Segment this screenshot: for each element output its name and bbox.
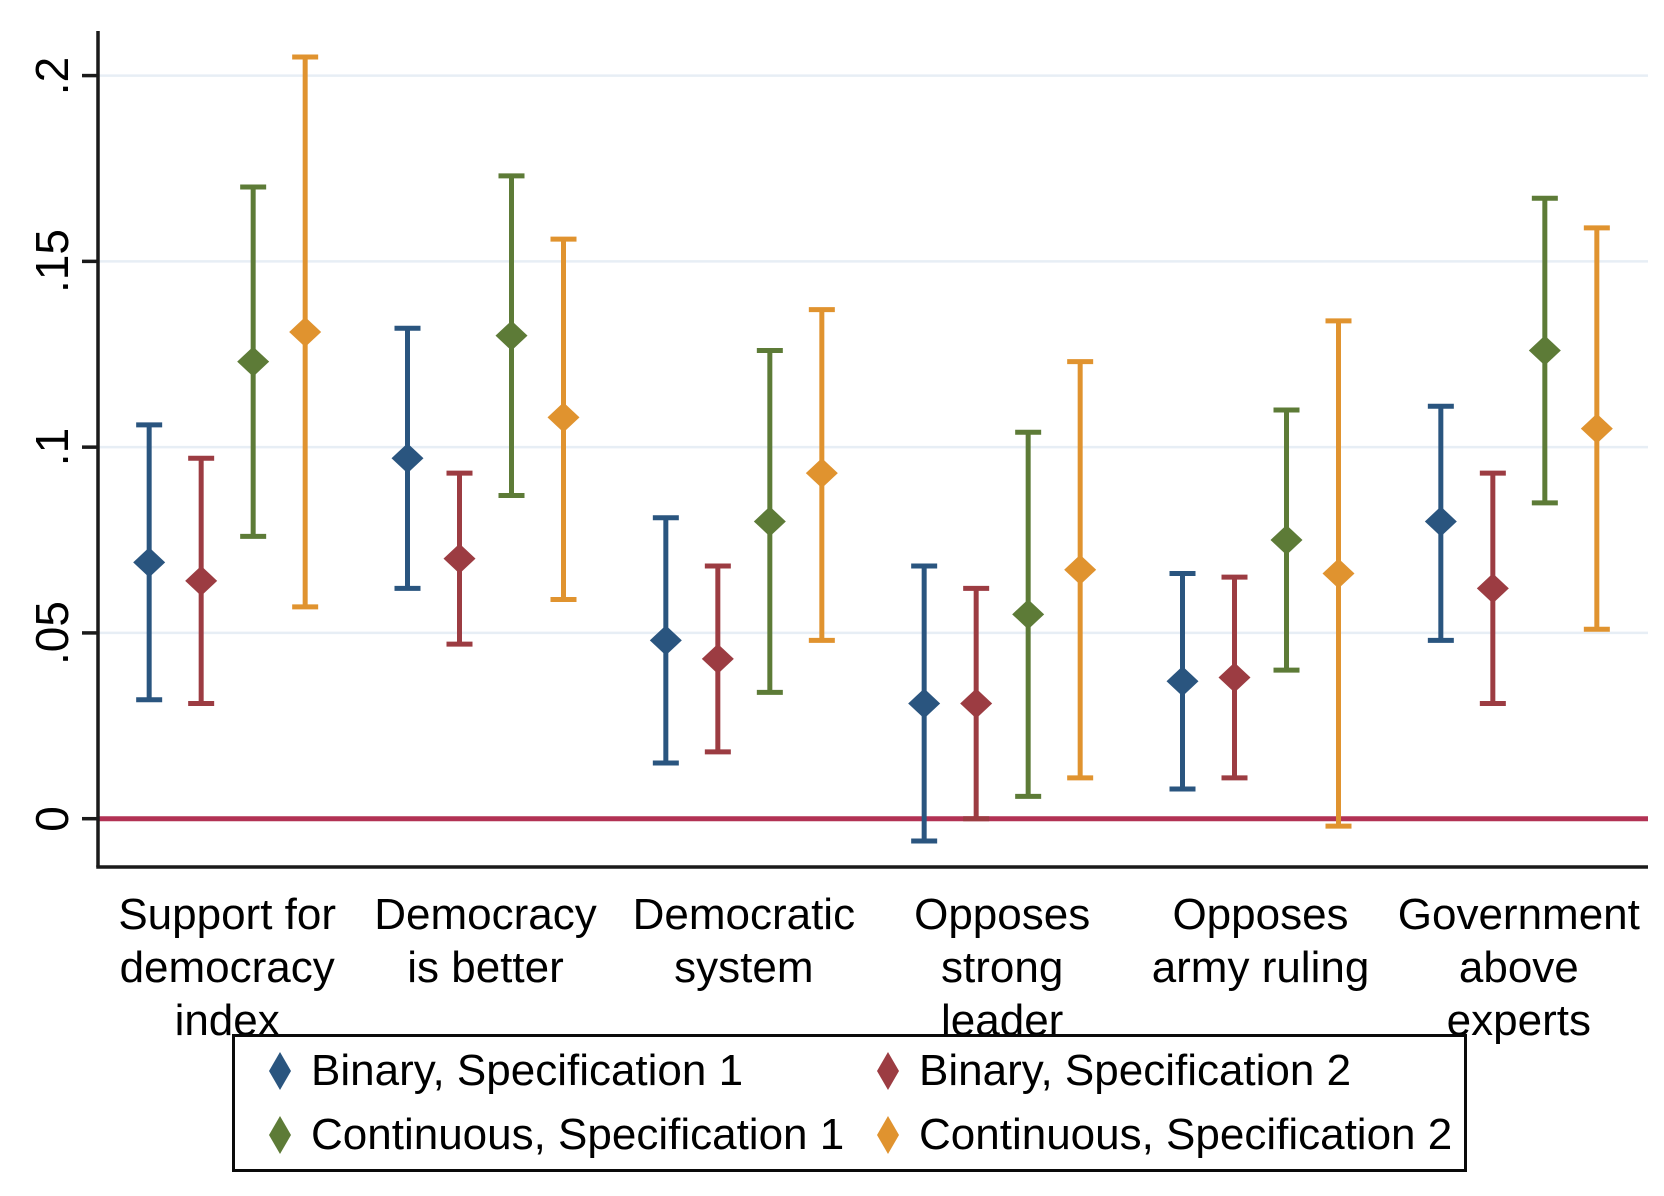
legend-label: Continuous, Specification 2 bbox=[919, 1110, 1453, 1159]
point-estimate-marker bbox=[495, 320, 528, 351]
legend-entry-continuous-spec-1: Continuous, Specification 1 bbox=[269, 1110, 877, 1160]
diamond-marker-icon bbox=[269, 1116, 291, 1154]
legend-entry-binary-spec-2: Binary, Specification 2 bbox=[877, 1046, 1464, 1096]
diamond-marker-icon bbox=[877, 1116, 899, 1154]
x-category-support-for-democracy-index: Support for democracy index bbox=[118, 890, 336, 1045]
y-tick-label-1: .1 bbox=[26, 427, 78, 467]
y-tick-label-2: .2 bbox=[26, 56, 78, 95]
point-estimate-marker bbox=[443, 543, 476, 574]
legend-label: Continuous, Specification 1 bbox=[311, 1110, 845, 1159]
point-estimate-marker bbox=[701, 643, 734, 674]
point-estimate-marker bbox=[649, 625, 682, 656]
point-estimate-marker bbox=[1166, 666, 1199, 697]
legend-label: Binary, Specification 2 bbox=[919, 1046, 1352, 1095]
diamond-marker-icon bbox=[269, 1052, 291, 1090]
legend-entry-continuous-spec-2: Continuous, Specification 2 bbox=[877, 1110, 1464, 1160]
point-estimate-marker bbox=[1528, 335, 1561, 366]
point-estimate-marker bbox=[1580, 413, 1613, 444]
point-estimate-marker bbox=[1270, 525, 1303, 556]
point-estimate-marker bbox=[185, 565, 218, 596]
point-estimate-marker bbox=[133, 547, 166, 578]
point-estimate-marker bbox=[1322, 558, 1355, 589]
point-estimate-marker bbox=[753, 506, 786, 537]
point-estimate-marker bbox=[1476, 573, 1509, 604]
point-estimate-marker bbox=[289, 316, 322, 347]
y-tick-label-15: .15 bbox=[26, 229, 78, 294]
y-tick-label-0: 0 bbox=[26, 805, 78, 832]
legend-entry-binary-spec-1: Binary, Specification 1 bbox=[269, 1046, 877, 1096]
legend-label: Binary, Specification 1 bbox=[311, 1046, 744, 1095]
x-category-opposes-army-ruling: Opposes army ruling bbox=[1151, 890, 1370, 992]
point-estimate-marker bbox=[1218, 662, 1251, 693]
point-estimate-marker bbox=[1064, 554, 1097, 585]
point-estimate-marker bbox=[960, 688, 993, 719]
legend-box: Binary, Specification 1 Binary, Specific… bbox=[232, 1034, 1467, 1172]
y-tick-label-05: .05 bbox=[26, 600, 78, 665]
x-category-democracy-is-better: Democracy is better bbox=[374, 890, 597, 992]
x-category-democratic-system: Democratic system bbox=[632, 890, 856, 992]
point-estimate-marker bbox=[805, 458, 838, 489]
point-estimate-marker bbox=[391, 443, 424, 474]
point-estimate-marker bbox=[1012, 599, 1045, 630]
diamond-marker-icon bbox=[877, 1052, 899, 1090]
x-category-government-above-experts: Government above experts bbox=[1397, 890, 1640, 1045]
point-estimate-marker bbox=[547, 402, 580, 433]
point-estimate-marker bbox=[1424, 506, 1457, 537]
point-estimate-marker bbox=[237, 346, 270, 377]
point-estimate-marker bbox=[908, 688, 941, 719]
